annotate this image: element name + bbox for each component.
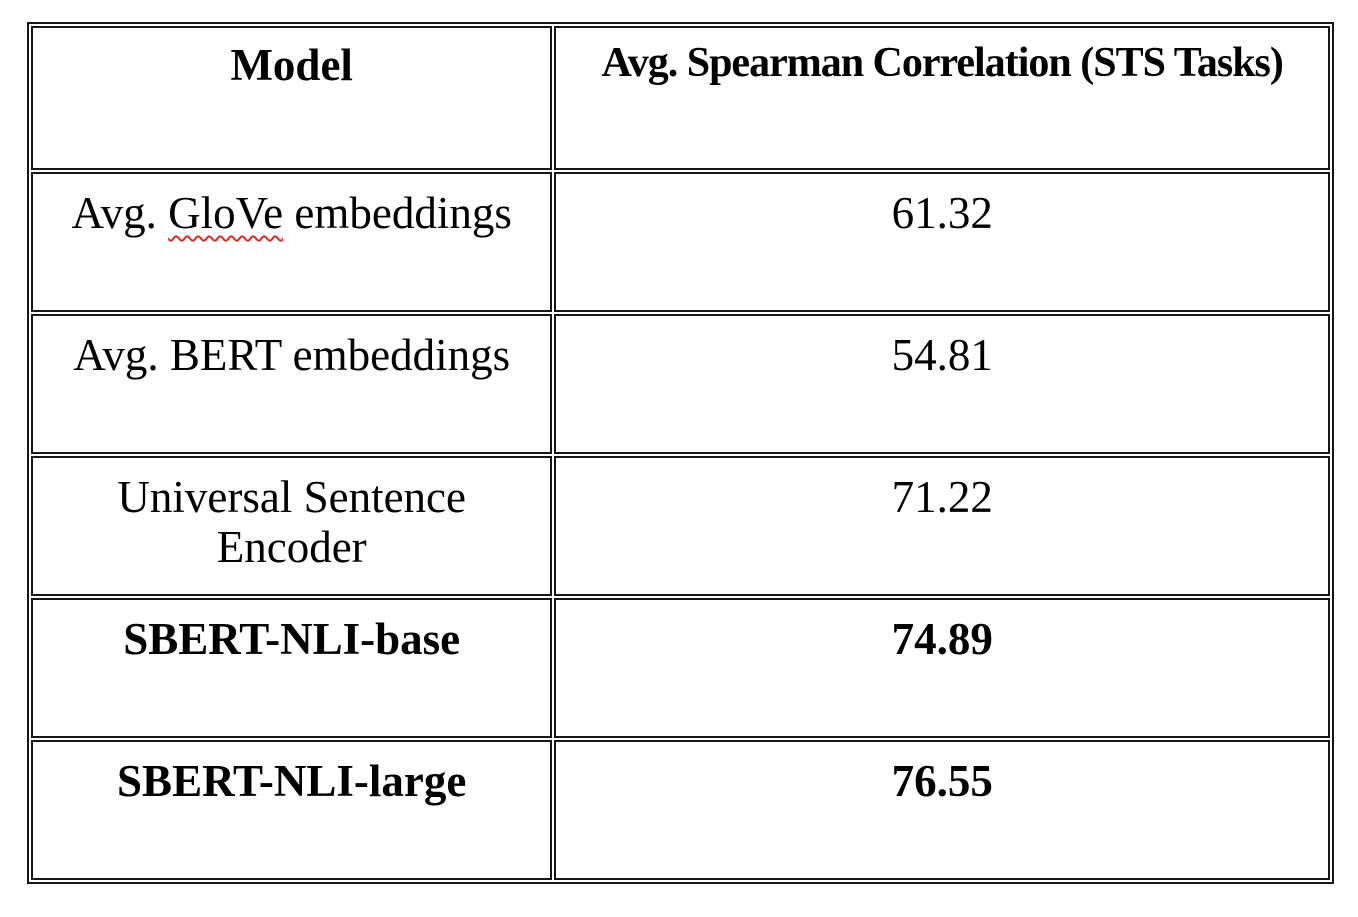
model-cell: Avg. GloVe embeddings — [31, 172, 553, 312]
model-text-suffix: embeddings — [283, 188, 512, 238]
value-cell: 74.89 — [554, 598, 1330, 738]
model-cell: Universal Sentence Encoder — [31, 456, 553, 596]
header-cell-score: Avg. Spearman Correlation (STS Tasks) — [554, 26, 1330, 170]
table-row-glove: Avg. GloVe embeddings 61.32 — [31, 172, 1330, 312]
model-text-prefix: Avg. — [71, 188, 169, 238]
spellcheck-underlined-word: GloVe — [168, 188, 284, 238]
value-cell: 61.32 — [554, 172, 1330, 312]
value-cell: 76.55 — [554, 740, 1330, 880]
table-row-use: Universal Sentence Encoder 71.22 — [31, 456, 1330, 596]
model-cell: Avg. BERT embeddings — [31, 314, 553, 454]
model-cell: SBERT-NLI-base — [31, 598, 553, 738]
header-row: Model Avg. Spearman Correlation (STS Tas… — [31, 26, 1330, 170]
header-cell-model: Model — [31, 26, 553, 170]
value-cell: 54.81 — [554, 314, 1330, 454]
model-cell: SBERT-NLI-large — [31, 740, 553, 880]
value-cell: 71.22 — [554, 456, 1330, 596]
table-row-bert: Avg. BERT embeddings 54.81 — [31, 314, 1330, 454]
table-row-sbert-large: SBERT-NLI-large 76.55 — [31, 740, 1330, 880]
table-row-sbert-base: SBERT-NLI-base 74.89 — [31, 598, 1330, 738]
results-table: Model Avg. Spearman Correlation (STS Tas… — [27, 22, 1334, 884]
